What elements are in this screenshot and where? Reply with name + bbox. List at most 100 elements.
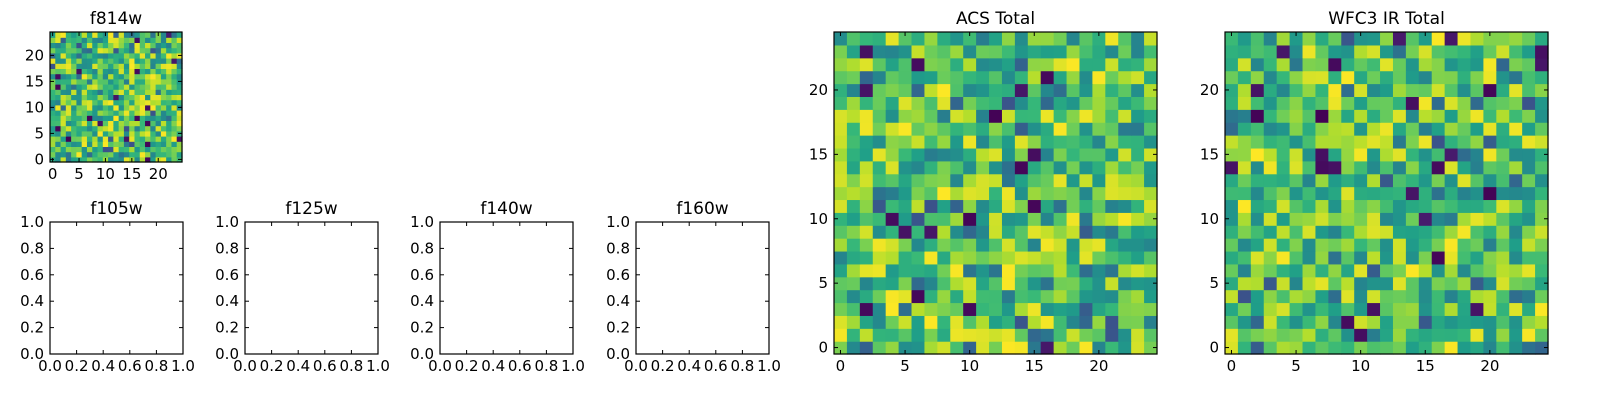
heatmap-cell <box>1263 263 1278 278</box>
heatmap-cell <box>86 115 93 121</box>
heatmap-cell <box>155 52 162 59</box>
heatmap-cell <box>834 263 848 278</box>
heatmap-cell <box>65 110 72 116</box>
heatmap-cell <box>108 47 114 54</box>
heatmap-cell <box>150 63 157 69</box>
heatmap-cell <box>1302 315 1317 329</box>
heatmap-cell <box>1380 276 1394 291</box>
heatmap-cell <box>1066 289 1081 304</box>
x-tick-label: 20 <box>149 165 168 183</box>
heatmap-cell <box>1040 96 1055 110</box>
heatmap-cell <box>1053 212 1068 226</box>
y-tick-label: 1.0 <box>410 213 434 231</box>
heatmap-cell <box>65 32 72 38</box>
heatmap-cell <box>118 37 125 43</box>
heatmap-cell <box>1066 160 1081 175</box>
heatmap-cell <box>1418 186 1433 201</box>
heatmap-cell <box>1302 186 1317 201</box>
heatmap-cell <box>1470 160 1484 175</box>
heatmap-cell <box>937 186 951 201</box>
heatmap-cell <box>1053 302 1068 316</box>
heatmap-cell <box>1237 238 1252 252</box>
heatmap-cell <box>71 146 77 153</box>
heatmap-cell <box>924 44 938 59</box>
heatmap-cell <box>1014 199 1029 213</box>
heatmap-cell <box>1237 302 1252 316</box>
heatmap-cell <box>911 147 926 162</box>
heatmap-cell <box>1483 109 1497 123</box>
heatmap-cell <box>1276 135 1291 149</box>
heatmap-cell <box>1315 122 1329 136</box>
heatmap-cell <box>950 315 964 329</box>
heatmap-cell <box>86 125 93 132</box>
heatmap-cell <box>937 238 951 252</box>
heatmap-cell <box>1040 135 1055 149</box>
heatmap-cell <box>1053 32 1068 46</box>
heatmap-cell <box>1237 186 1252 201</box>
heatmap-cell <box>1001 147 1016 162</box>
heatmap-cell <box>55 63 62 69</box>
heatmap-cell <box>950 212 964 226</box>
heatmap-cell <box>1444 328 1459 342</box>
heatmap-cell <box>129 52 136 59</box>
heatmap-cell <box>1079 186 1093 201</box>
y-tick-label: 0.4 <box>606 292 630 310</box>
heatmap-cell <box>1131 186 1145 201</box>
heatmap-cell <box>145 94 151 101</box>
heatmap-cell <box>885 328 900 342</box>
heatmap-cell <box>176 120 183 127</box>
heatmap-cell <box>1315 225 1329 239</box>
heatmap-cell <box>950 199 964 213</box>
heatmap-cell <box>1040 302 1055 316</box>
heatmap-cell <box>145 73 151 80</box>
heatmap-cell <box>937 147 951 162</box>
heatmap-cell <box>1066 315 1081 329</box>
heatmap-cell <box>1092 289 1106 304</box>
y-tick-label: 0.6 <box>20 266 44 284</box>
heatmap-cell <box>1509 302 1523 316</box>
heatmap-cell <box>92 63 99 69</box>
heatmap-cell <box>139 78 146 85</box>
heatmap-cell <box>1392 315 1407 329</box>
heatmap-cell <box>963 83 977 97</box>
heatmap-cell <box>1496 276 1510 291</box>
heatmap-cell <box>1302 122 1317 136</box>
heatmap-cell <box>1144 263 1158 278</box>
heatmap-cell <box>1092 44 1106 59</box>
heatmap-cell <box>1250 83 1265 97</box>
heatmap-cell <box>976 315 990 329</box>
heatmap-cell <box>65 120 72 127</box>
heatmap-cell <box>65 141 72 147</box>
heatmap-cell <box>1263 70 1278 85</box>
heatmap-cell <box>834 328 848 342</box>
heatmap-cell <box>1367 186 1381 201</box>
heatmap-cell <box>1367 250 1381 265</box>
heatmap-cell <box>937 160 951 175</box>
heatmap-cell <box>1131 173 1145 188</box>
heatmap-cell <box>86 141 93 147</box>
heatmap-cell <box>1092 341 1106 355</box>
heatmap-cell <box>92 125 99 132</box>
heatmap-cell <box>1444 122 1459 136</box>
heatmap-cell <box>1144 250 1158 265</box>
heatmap-cell <box>139 32 146 38</box>
heatmap-cell <box>834 341 848 355</box>
heatmap-cell <box>1105 263 1119 278</box>
heatmap-cell <box>145 130 151 137</box>
heatmap-cell <box>1131 32 1145 46</box>
heatmap-cell <box>1040 315 1055 329</box>
heatmap-cell <box>171 130 178 137</box>
heatmap-cell <box>1250 238 1265 252</box>
heatmap-cell <box>846 289 861 304</box>
heatmap-cell <box>1079 263 1093 278</box>
heatmap-cell <box>1405 225 1420 239</box>
heatmap-cell <box>134 52 141 59</box>
heatmap-cell <box>65 104 72 111</box>
heatmap-cell <box>989 289 1003 304</box>
heatmap-cell <box>1276 328 1291 342</box>
heatmap-cell <box>1354 135 1368 149</box>
heatmap-cell <box>1380 250 1394 265</box>
heatmap-cell <box>176 115 183 121</box>
